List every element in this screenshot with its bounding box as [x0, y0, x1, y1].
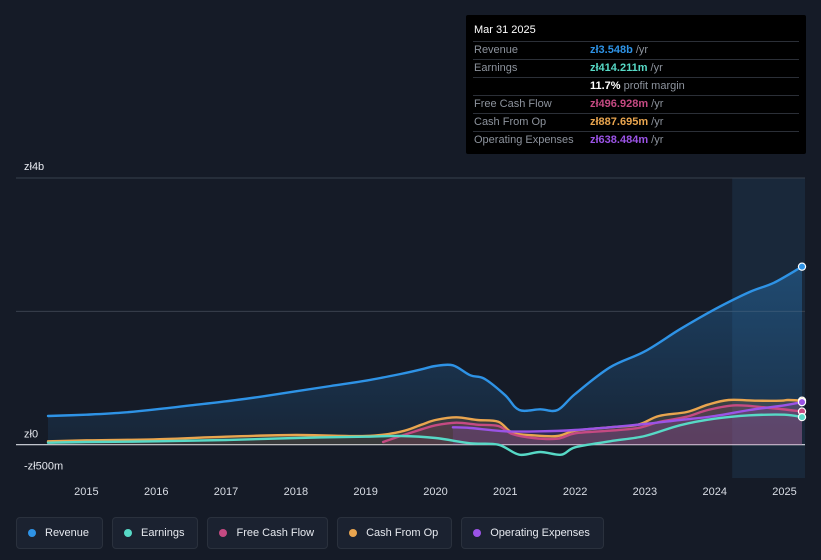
tooltip-value: zł638.484m — [590, 134, 649, 146]
x-tick-label: 2022 — [563, 486, 587, 498]
x-tick-label: 2015 — [74, 486, 98, 498]
operating-expenses-area — [452, 402, 802, 445]
legend-label: Cash From Op — [366, 527, 439, 539]
cash-from-op-line — [46, 398, 804, 443]
legend-label: Operating Expenses — [490, 527, 590, 539]
y-axis-bottom-label: -zł500m — [24, 461, 63, 473]
tooltip-value: 11.7% — [590, 80, 621, 92]
tooltip-date: Mar 31 2025 — [473, 15, 799, 42]
tooltip-label: Revenue — [474, 44, 519, 56]
tooltip-label: Cash From Op — [474, 116, 547, 128]
x-tick-label: 2020 — [423, 486, 447, 498]
x-tick-label: 2024 — [702, 486, 726, 498]
tooltip-row-operating-expenses: Operating Expenses zł638.484m /yr — [473, 132, 799, 149]
free-cash-flow-line — [381, 404, 804, 444]
tooltip-label: Earnings — [474, 62, 518, 74]
legend: Revenue Earnings Free Cash Flow Cash Fro… — [16, 517, 604, 549]
legend-dot-icon — [219, 529, 228, 537]
legend-label: Earnings — [141, 527, 185, 539]
tooltip-unit: /yr — [647, 62, 663, 74]
tooltip-unit: /yr — [648, 134, 664, 146]
tooltip-label: Free Cash Flow — [474, 98, 552, 110]
tooltip-value: zł887.695m — [590, 116, 649, 128]
tooltip-value: zł3.548b — [590, 44, 633, 56]
tooltip-label: Operating Expenses — [474, 134, 574, 146]
x-tick-label: 2023 — [633, 486, 657, 498]
earnings-line — [46, 413, 804, 457]
tooltip-value: zł496.928m — [590, 98, 649, 110]
tooltip-unit: /yr — [632, 44, 649, 56]
tooltip-row-free-cash-flow: Free Cash Flow zł496.928m /yr — [473, 96, 799, 114]
legend-dot-icon — [28, 529, 36, 537]
tooltip-unit: /yr — [648, 98, 664, 110]
tooltip-row-revenue: Revenue zł3.548b /yr — [473, 42, 799, 60]
legend-dot-icon — [349, 529, 358, 537]
tooltip-row-cash-from-op: Cash From Op zł887.695m /yr — [473, 114, 799, 132]
cash-from-op-area — [48, 399, 802, 445]
legend-label: Revenue — [45, 527, 90, 539]
revenue-line — [46, 265, 804, 418]
tooltip-unit: /yr — [648, 116, 664, 128]
legend-item-free-cash-flow[interactable]: Free Cash Flow — [207, 517, 329, 549]
tooltip-panel: Mar 31 2025 Revenue zł3.548b /yr Earning… — [466, 15, 806, 154]
tooltip-row-profit-margin: 11.7% profit margin — [473, 78, 799, 96]
operating-expenses-line — [451, 400, 804, 433]
x-tick-label: 2019 — [353, 486, 377, 498]
free-cash-flow-area — [383, 405, 802, 445]
legend-item-revenue[interactable]: Revenue — [16, 517, 104, 549]
legend-dot-icon — [473, 529, 482, 537]
revenue-end-marker — [797, 262, 807, 271]
tooltip-unit: profit margin — [620, 80, 685, 92]
tooltip-value: zł414.211m — [590, 62, 648, 74]
legend-item-cash-from-op[interactable]: Cash From Op — [337, 517, 453, 549]
tooltip-row-earnings: Earnings zł414.211m /yr — [473, 60, 799, 78]
operating-expenses-end-marker — [797, 397, 807, 407]
x-tick-label: 2025 — [772, 486, 796, 498]
legend-item-operating-expenses[interactable]: Operating Expenses — [461, 517, 604, 549]
x-tick-label: 2018 — [284, 486, 308, 498]
x-tick-label: 2016 — [144, 486, 168, 498]
legend-label: Free Cash Flow — [236, 527, 315, 539]
y-axis-top-label: zł4b — [24, 161, 44, 173]
y-axis-zero-label: zł0 — [24, 429, 38, 441]
x-tick-label: 2021 — [493, 486, 517, 498]
legend-item-earnings[interactable]: Earnings — [112, 517, 199, 549]
earnings-end-marker — [797, 412, 807, 422]
legend-dot-icon — [124, 529, 133, 537]
x-tick-label: 2017 — [214, 486, 238, 498]
